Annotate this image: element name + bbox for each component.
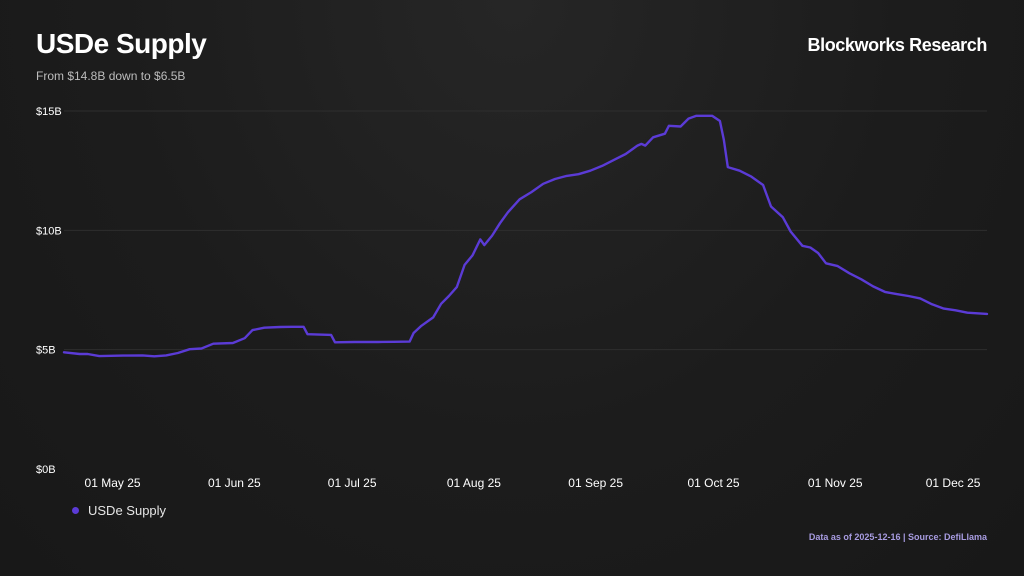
y-tick-label: $15B [36, 106, 62, 118]
legend: USDe Supply [72, 503, 166, 518]
x-tick-label: 01 Jul 25 [328, 476, 377, 490]
legend-swatch [72, 507, 79, 514]
x-tick-label: 01 Sep 25 [568, 476, 623, 490]
legend-label: USDe Supply [88, 503, 167, 518]
x-tick-label: 01 Dec 25 [926, 476, 981, 490]
x-axis-ticks: 01 May 25 01 Jun 25 01 Jul 25 01 Aug 25 01 S… [85, 476, 981, 490]
y-axis-ticks: $0B $5B $10B $15B [36, 106, 62, 476]
series-line-usde-supply [62, 114, 989, 358]
x-tick-label: 01 Oct 25 [687, 476, 739, 490]
y-tick-label: $10B [36, 225, 62, 237]
grid-lines [64, 110, 987, 351]
x-tick-label: 01 Nov 25 [808, 476, 863, 490]
chart-subtitle: From $14.8B down to $6.5B [36, 69, 186, 83]
x-tick-label: 01 May 25 [85, 476, 141, 490]
x-tick-label: 01 Jun 25 [208, 476, 261, 490]
chart-title: USDe Supply [36, 28, 207, 59]
y-tick-label: $0B [36, 464, 56, 476]
source-note: Data as of 2025-12-16 | Source: DefiLlam… [808, 532, 987, 542]
brand-logo-text: Blockworks Research [807, 35, 988, 55]
series-layer [62, 114, 989, 358]
x-tick-label: 01 Aug 25 [447, 476, 501, 490]
y-tick-label: $5B [36, 345, 56, 357]
